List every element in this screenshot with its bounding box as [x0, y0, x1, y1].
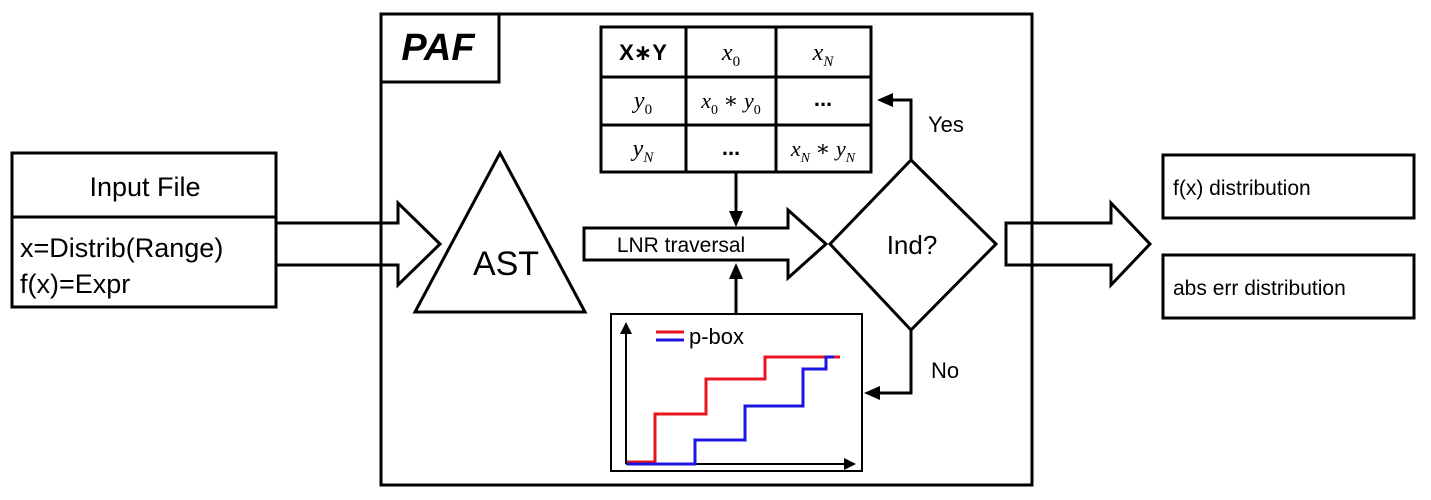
- no-branch-arrowhead: [864, 386, 880, 400]
- table-cell-xN-yN: xN ∗ yN: [790, 136, 856, 166]
- table-cell-x0-y0: x0 ∗ y0: [700, 88, 760, 118]
- pbox-y-axis-arrowhead: [620, 322, 632, 334]
- pbox-chart: p-box: [610, 313, 863, 472]
- table-cell-ellipsis-top: ...: [814, 86, 832, 111]
- fx-distribution-box: [1161, 153, 1416, 220]
- ast-triangle: [412, 149, 588, 314]
- table-corner-label: X∗Y: [619, 40, 667, 65]
- decision-label: Ind?: [887, 230, 938, 260]
- table-header-x0: x0: [721, 40, 740, 70]
- yes-branch-arrowhead: [877, 93, 893, 107]
- abs-err-distribution-box: [1161, 253, 1416, 320]
- paf-label-box: [381, 14, 501, 84]
- paf-frame: [379, 12, 1034, 487]
- pbox-lower-bound-line: [627, 355, 834, 466]
- pbox-upper-bound-line: [627, 355, 840, 464]
- yes-label: Yes: [928, 112, 964, 137]
- copula-table: X∗Y x0 xN y0 x0 ∗ y0 ... yN ... xN ∗ yN: [599, 25, 873, 174]
- input-to-ast-arrow: [274, 199, 443, 289]
- pbox-to-traversal-arrowhead: [729, 263, 743, 279]
- lnr-traversal-label: LNR traversal: [617, 234, 745, 257]
- pbox-x-axis-arrowhead: [844, 458, 856, 470]
- yes-branch-connector: [891, 98, 913, 160]
- table-row-y0-label: y0: [632, 88, 652, 118]
- input-file-expr-line: f(x)=Expr: [20, 269, 130, 299]
- fx-distribution-label: f(x) distribution: [1173, 177, 1311, 200]
- table-to-traversal-arrowhead: [729, 211, 743, 227]
- input-file-distrib-line: x=Distrib(Range): [20, 233, 223, 263]
- input-file-box: Input File x=Distrib(Range) f(x)=Expr: [10, 151, 278, 309]
- pbox-legend-label: p-box: [689, 324, 744, 349]
- paf-label: PAF: [401, 27, 476, 69]
- abs-err-distribution-label: abs err distribution: [1173, 277, 1346, 300]
- table-header-xN: xN: [812, 40, 835, 70]
- input-file-title: Input File: [89, 172, 200, 202]
- output-arrow: [1004, 199, 1153, 289]
- lnr-traversal-arrow: [582, 206, 829, 282]
- ast-label: AST: [473, 245, 539, 283]
- table-row-yN-label: yN: [631, 136, 655, 166]
- table-cell-ellipsis-bottom: ...: [722, 135, 740, 160]
- no-branch-connector: [878, 330, 913, 395]
- no-label: No: [931, 358, 959, 383]
